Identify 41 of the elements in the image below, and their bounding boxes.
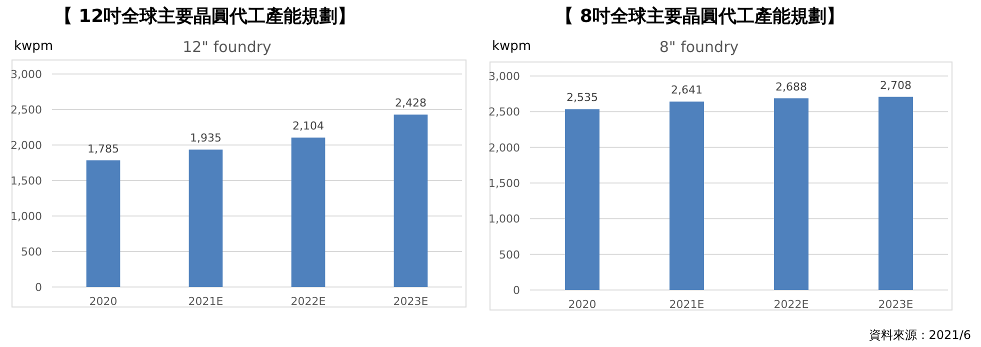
y-tick-label: 0 <box>513 284 520 297</box>
x-tick-label: 2023E <box>878 298 914 311</box>
chart-title: 【 8吋全球主要晶圓代工產能規劃】 <box>556 6 844 27</box>
data-label: 2,428 <box>395 96 426 110</box>
data-label: 1,935 <box>190 132 222 145</box>
x-tick-label: 2022E <box>290 295 326 308</box>
chart-subtitle: 12" foundry <box>182 38 272 56</box>
y-axis-title: kwpm <box>492 39 532 54</box>
data-label: 1,785 <box>88 142 119 156</box>
y-tick-label: 2,000 <box>488 141 520 154</box>
y-tick-label: 3,000 <box>488 70 520 83</box>
x-tick-label: 2023E <box>393 295 428 308</box>
y-tick-label: 2,500 <box>10 104 42 116</box>
y-tick-label: 2,500 <box>488 106 520 119</box>
y-tick-label: 2,000 <box>10 139 42 152</box>
chart-subtitle: 8" foundry <box>659 38 739 56</box>
y-tick-label: 500 <box>499 248 520 262</box>
bar <box>188 150 223 287</box>
x-tick-label: 2021E <box>669 298 704 311</box>
chart-title: 【 12吋全球主要晶圓代工產能規劃】 <box>54 6 356 27</box>
bar <box>86 160 120 287</box>
x-tick-label: 2020 <box>568 298 596 311</box>
y-tick-label: 1,500 <box>488 177 520 190</box>
y-tick-label: 1,000 <box>10 210 42 223</box>
data-label: 2,641 <box>671 84 702 97</box>
x-tick-label: 2020 <box>89 295 118 308</box>
y-tick-label: 3,000 <box>10 68 42 81</box>
y-tick-label: 1,500 <box>10 174 42 188</box>
y-tick-label: 0 <box>35 281 42 294</box>
data-label: 2,104 <box>292 120 324 133</box>
y-axis-title: kwpm <box>14 39 54 54</box>
y-tick-label: 500 <box>21 246 42 258</box>
bar <box>291 138 326 287</box>
data-label: 2,688 <box>776 80 807 94</box>
x-tick-label: 2022E <box>774 298 809 311</box>
data-label: 2,535 <box>566 91 598 104</box>
x-tick-label: 2021E <box>188 295 224 308</box>
data-label: 2,708 <box>880 78 912 92</box>
y-tick-label: 1,000 <box>488 212 520 226</box>
source-note: 資料來源：2021/6 <box>868 328 971 342</box>
bar <box>394 114 428 287</box>
